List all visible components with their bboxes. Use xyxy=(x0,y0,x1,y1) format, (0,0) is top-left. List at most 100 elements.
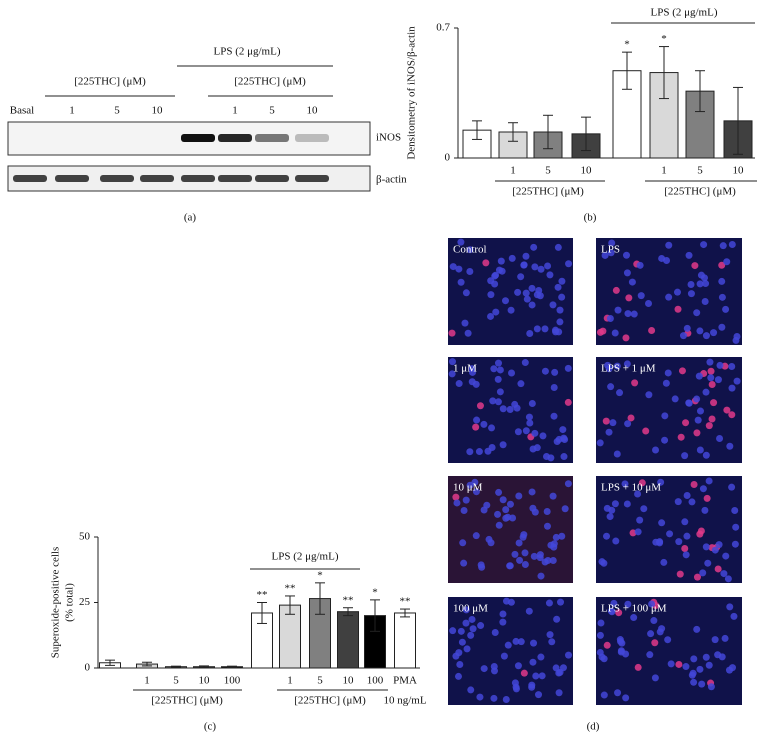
cell xyxy=(613,362,621,370)
x-tick-label: 1 xyxy=(510,165,516,177)
cell xyxy=(705,477,713,485)
cell xyxy=(622,334,630,342)
group-label: [225THC] (μM) xyxy=(294,695,366,707)
y-tick-label: 50 xyxy=(79,531,91,543)
cell xyxy=(624,310,632,318)
cell xyxy=(462,289,470,297)
cell xyxy=(529,445,537,453)
cell xyxy=(495,521,503,529)
cell xyxy=(500,652,508,660)
cell xyxy=(599,327,607,335)
cell xyxy=(476,402,484,410)
panel-label: (d) xyxy=(587,721,600,733)
cell xyxy=(507,306,515,314)
cell xyxy=(456,661,464,669)
cell xyxy=(697,527,705,535)
panel-label: (c) xyxy=(204,721,217,733)
cell xyxy=(714,376,722,384)
cell xyxy=(462,496,470,504)
cell xyxy=(537,265,545,273)
cell xyxy=(718,277,726,285)
lane-label: 1 xyxy=(232,105,238,117)
x-tick-label: 5 xyxy=(173,675,179,687)
cell xyxy=(726,442,734,450)
cell xyxy=(657,478,665,486)
cell xyxy=(728,240,736,248)
bracket-label: LPS (2 μg/mL) xyxy=(271,551,338,563)
cell xyxy=(624,420,632,428)
cell xyxy=(533,325,541,333)
cell xyxy=(664,369,672,377)
cell xyxy=(448,370,456,378)
cell xyxy=(468,378,476,386)
cell xyxy=(564,364,572,372)
cell xyxy=(646,651,654,659)
cell xyxy=(448,358,456,366)
cell xyxy=(702,388,710,396)
cell xyxy=(651,639,659,647)
cell xyxy=(597,619,605,627)
cell xyxy=(683,532,691,540)
cell xyxy=(650,617,658,625)
cell xyxy=(528,488,536,496)
cell xyxy=(652,538,660,546)
x-tick-label: 10 xyxy=(733,165,745,177)
cell xyxy=(648,600,656,608)
cell xyxy=(463,645,471,653)
x-tick-label: 100 xyxy=(224,675,241,687)
cell xyxy=(537,653,545,661)
cell xyxy=(517,380,525,388)
cell xyxy=(702,543,710,551)
cell xyxy=(487,312,495,320)
cell xyxy=(678,367,686,375)
cell xyxy=(506,405,514,413)
cell xyxy=(726,603,734,611)
cell xyxy=(499,618,507,626)
cell xyxy=(662,379,670,387)
cell xyxy=(723,406,731,414)
cell xyxy=(531,429,539,437)
cell xyxy=(457,278,465,286)
x-sublabel: 10 ng/mL xyxy=(383,695,426,707)
cell xyxy=(455,265,463,273)
cell xyxy=(543,522,551,530)
cell xyxy=(598,558,606,566)
cell xyxy=(611,500,619,508)
cell xyxy=(491,629,499,637)
cell xyxy=(612,286,620,294)
x-tick-label: 5 xyxy=(697,165,703,177)
cell xyxy=(535,691,543,699)
cell xyxy=(517,638,525,646)
cell xyxy=(711,546,719,554)
cell xyxy=(622,251,630,259)
cell xyxy=(496,366,504,374)
cell xyxy=(702,653,710,661)
lane-label: 10 xyxy=(307,105,319,117)
cell xyxy=(701,298,709,306)
x-tick-label: 10 xyxy=(343,675,355,687)
cell xyxy=(696,327,704,335)
cell xyxy=(623,269,631,277)
cell xyxy=(666,530,674,538)
cell xyxy=(622,650,630,658)
cell xyxy=(506,500,514,508)
cell xyxy=(528,301,536,309)
cell xyxy=(606,513,614,521)
cell xyxy=(504,513,512,521)
cell xyxy=(496,388,504,396)
bar xyxy=(337,611,359,669)
cell xyxy=(558,532,566,540)
cell xyxy=(606,315,614,323)
cell xyxy=(677,433,685,441)
cell xyxy=(466,267,474,275)
cell xyxy=(514,428,522,436)
band xyxy=(13,175,47,182)
cell xyxy=(531,263,539,271)
significance: ** xyxy=(257,589,268,601)
y-axis-label: Superoxide-positive cells xyxy=(50,547,62,659)
cell xyxy=(514,288,522,296)
cell xyxy=(468,368,476,376)
cell xyxy=(541,325,549,333)
significance: * xyxy=(624,39,630,51)
cell xyxy=(508,254,516,262)
